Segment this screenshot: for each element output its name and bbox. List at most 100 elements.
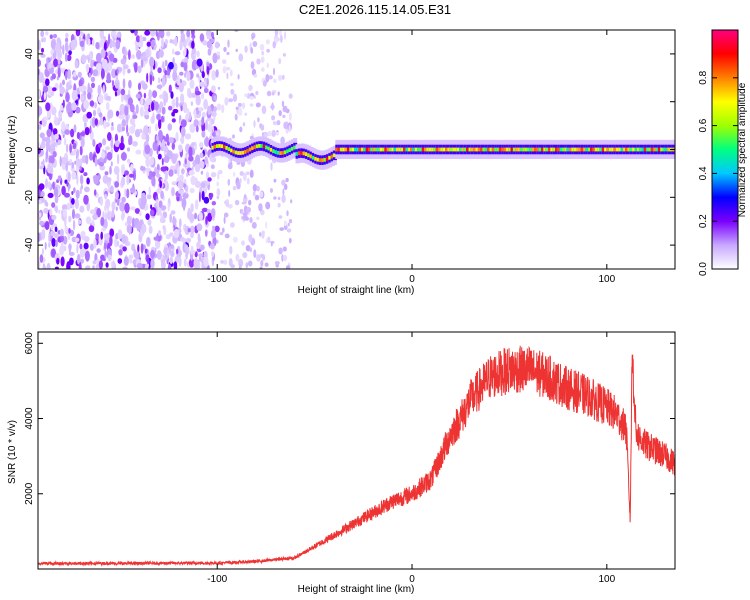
spectrogram-cell — [71, 162, 75, 169]
spectrogram-cell — [482, 147, 487, 152]
spectrogram-cell — [281, 100, 285, 108]
spectrogram-cell — [604, 147, 609, 152]
spectrogram-cell — [155, 30, 158, 37]
spectrogram-cell — [92, 260, 97, 265]
spectrogram-cell — [44, 221, 50, 230]
spectrogram-cell — [165, 133, 169, 143]
spectrogram-cell — [45, 78, 50, 86]
spectrogram-cell — [194, 141, 197, 151]
spectrogram-cell — [244, 112, 248, 116]
spectrogram-cell — [41, 196, 45, 203]
spectrogram-cell — [204, 78, 208, 87]
spectrogram-cell — [158, 30, 164, 38]
spectrogram-cell — [323, 157, 328, 162]
spectrogram-cell — [290, 146, 295, 151]
spectrogram-cell — [84, 250, 90, 262]
spectrogram-cell — [130, 187, 136, 193]
spectrogram-cell — [220, 144, 225, 149]
spectrogram-cell — [344, 147, 349, 152]
spectrogram-cell — [536, 147, 541, 152]
spectrogram-cell — [198, 253, 204, 258]
spectrogram-cell — [178, 189, 184, 194]
spectrogram-cell — [625, 147, 630, 152]
spectrogram-cell — [265, 238, 269, 244]
spectrogram-cell — [41, 137, 48, 142]
spectrogram-cell — [76, 253, 81, 265]
spectrogram-cell — [489, 147, 494, 152]
spectrogram-cell — [66, 261, 71, 269]
snr-x-label: Height of straight line (km) — [298, 584, 415, 595]
spectrogram-cell — [281, 74, 285, 80]
spectrogram-cell — [213, 144, 218, 149]
spectrogram-cell — [44, 242, 47, 250]
spectrogram-cell — [53, 233, 60, 239]
spectrogram-cell — [188, 92, 193, 99]
spectrogram-cell — [85, 154, 89, 165]
spectrogram-cell — [122, 64, 129, 70]
spectrogram-cell — [428, 147, 433, 152]
spectrogram-cell — [629, 147, 634, 152]
spectrogram-cell — [160, 190, 165, 200]
spectrogram-cell — [137, 65, 142, 74]
spectrogram-cell — [109, 235, 113, 247]
spectrogram-cell — [190, 175, 196, 186]
spectrogram-cell — [375, 147, 379, 152]
spectrogram-cell — [46, 128, 52, 138]
spectrogram-cell — [116, 123, 122, 133]
spectrogram-cell — [255, 102, 261, 108]
spectrogram-cell — [217, 171, 220, 180]
spectrogram-cell — [45, 139, 50, 151]
spectrogram-cell — [141, 223, 147, 234]
spectrogram-cells — [38, 30, 675, 269]
spectrogram-cell — [152, 141, 158, 152]
spectrogram-cell — [156, 250, 162, 260]
spectrogram-cell — [515, 147, 520, 152]
spectrogram-cell — [180, 134, 185, 145]
spectrogram-cell — [134, 30, 138, 36]
spectrogram-cell — [55, 42, 61, 54]
spectrogram-cell — [104, 171, 109, 176]
x-tick-label: 100 — [598, 574, 615, 585]
spectrogram-cell — [260, 260, 264, 267]
spectrogram-cell — [484, 147, 489, 152]
spectrogram-cell — [185, 185, 188, 192]
spectrogram-cell — [111, 209, 115, 218]
spectrogram-cell — [66, 54, 72, 62]
spectrogram-cell — [223, 216, 226, 224]
spectrogram-cell — [184, 158, 187, 165]
spectrogram-cell — [166, 249, 170, 259]
spectrogram-cell — [207, 48, 212, 56]
spectrogram-cell — [105, 101, 110, 111]
spectrogram-cell — [213, 95, 217, 101]
spectrogram-cell — [141, 36, 147, 42]
spectrogram-cell — [170, 250, 175, 258]
spectrogram-cell — [120, 164, 126, 175]
spectrogram-cell — [277, 91, 280, 96]
spectrogram-cell — [50, 56, 53, 61]
spectrogram-cell — [198, 211, 203, 222]
spectrogram-cell — [144, 144, 151, 155]
spectrogram-cell — [244, 93, 248, 98]
spectrogram-cell — [189, 187, 195, 194]
spectrogram-cell — [191, 92, 197, 98]
spectrogram-cell — [117, 240, 120, 247]
spectrogram-cell — [184, 133, 191, 140]
spectrogram-cell — [234, 113, 238, 121]
spectrogram-cell — [180, 32, 186, 43]
spectrogram-cell — [391, 147, 396, 152]
spectrogram-cell — [69, 143, 72, 154]
spectrogram-cell — [162, 60, 165, 69]
spectrogram-cell — [361, 147, 365, 152]
spectrogram-cell — [214, 225, 220, 233]
spectrogram-cell — [71, 236, 77, 243]
spectrogram-cell — [447, 147, 452, 152]
spectrogram-cell — [168, 84, 172, 94]
spectrogram-cell — [262, 144, 267, 149]
spectrogram-cell — [79, 131, 86, 137]
spectrogram-cell — [87, 38, 91, 47]
spectrogram-cell — [47, 165, 53, 174]
spectrogram-cell — [40, 53, 46, 58]
spectrogram-cell — [203, 256, 209, 268]
spectrogram-cell — [156, 211, 161, 216]
spectrogram-cell — [400, 147, 405, 152]
